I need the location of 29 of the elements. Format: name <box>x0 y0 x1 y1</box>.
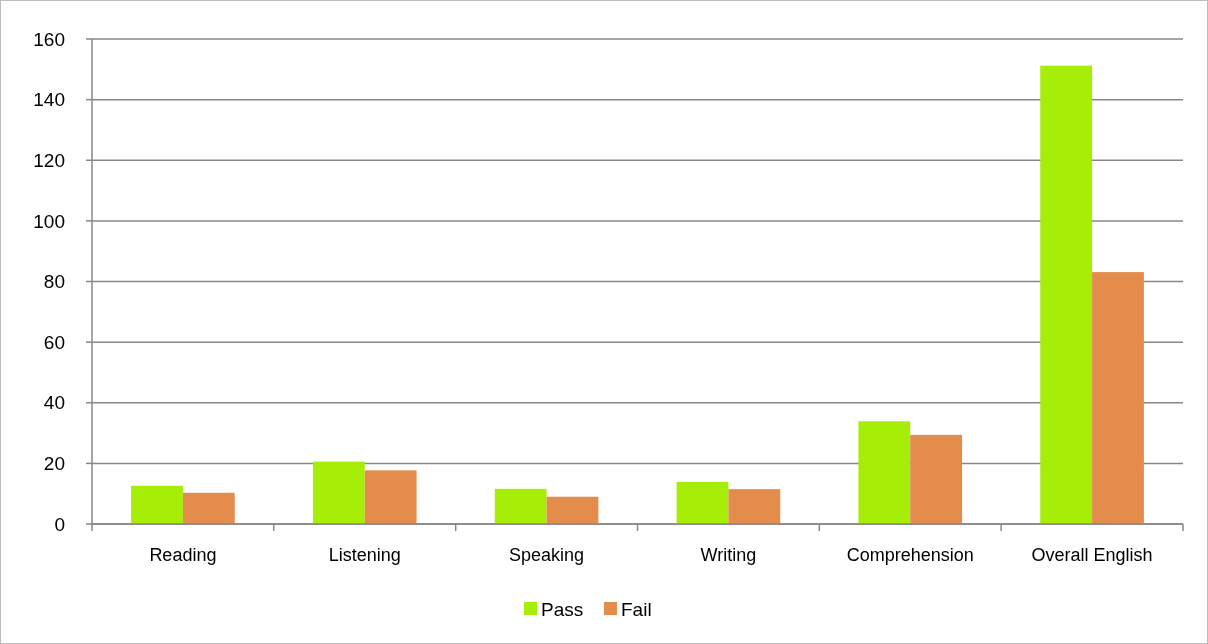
x-tick-label: Comprehension <box>846 545 974 565</box>
legend-label: Fail <box>621 598 652 620</box>
x-tick-label: Writing <box>700 545 757 565</box>
y-tick-label: 120 <box>33 149 65 171</box>
x-tick-label: Speaking <box>509 545 585 565</box>
legend-label: Pass <box>541 598 584 620</box>
bar <box>1092 272 1144 524</box>
bar <box>546 496 599 524</box>
y-tick-label: 140 <box>33 89 65 111</box>
y-tick-label: 40 <box>43 392 65 414</box>
y-tick-label: 80 <box>43 271 65 293</box>
y-tick-label: 100 <box>33 210 65 232</box>
x-tick-label: Reading <box>149 545 217 565</box>
bar <box>1040 65 1093 524</box>
bar <box>910 434 963 524</box>
bar <box>182 492 235 524</box>
y-tick-label: 0 <box>54 513 65 535</box>
x-tick-label: Listening <box>328 545 401 565</box>
x-tick-label: Overall English <box>1031 545 1153 565</box>
bar <box>312 461 365 524</box>
y-tick-label: 60 <box>43 331 65 353</box>
y-tick-label: 160 <box>33 28 65 50</box>
bar <box>858 421 911 524</box>
bar <box>364 470 417 524</box>
bar <box>494 488 547 524</box>
bar <box>131 485 183 524</box>
bar <box>728 489 781 524</box>
y-tick-label: 20 <box>43 453 65 475</box>
bar <box>676 481 729 524</box>
